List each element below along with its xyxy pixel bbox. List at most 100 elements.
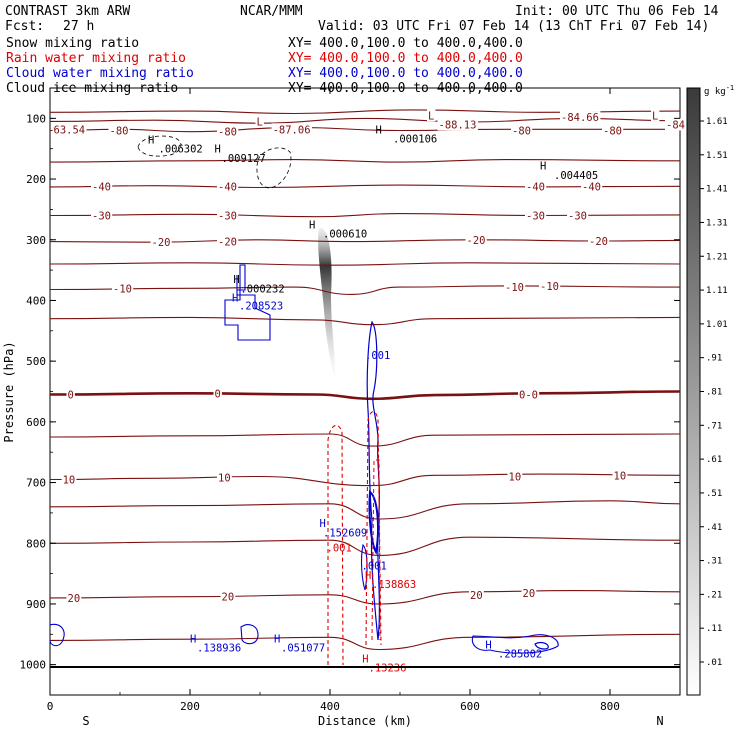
y-tick-label: 900 bbox=[26, 598, 46, 611]
contour-label-bg bbox=[427, 109, 436, 122]
contour-label-bg bbox=[61, 473, 77, 486]
extremum-label: .009127 bbox=[222, 153, 266, 165]
colorbar-tick-label: .51 bbox=[706, 489, 722, 499]
temperature-contour bbox=[50, 262, 680, 266]
field-xy: XY= 400.0,100.0 to 400.0,400.0 bbox=[288, 51, 523, 66]
y-tick-label: 500 bbox=[26, 355, 46, 368]
hydrometeor-contours bbox=[50, 135, 559, 666]
contour-label: 20 bbox=[470, 590, 483, 602]
contour-label-bg bbox=[217, 471, 232, 484]
contour-label-bg bbox=[91, 209, 113, 222]
cloud-water-core bbox=[368, 490, 379, 555]
header-init: Init: 00 UTC Thu 06 Feb 14 bbox=[515, 4, 719, 19]
extremum-label: H bbox=[309, 220, 315, 232]
contour-label-bg bbox=[437, 118, 478, 131]
extremum-label: .004405 bbox=[554, 170, 598, 182]
temperature-contour bbox=[50, 433, 680, 447]
contour-label: -80 bbox=[110, 125, 129, 137]
field-xy: XY= 400.0,100.0 to 400.0,400.0 bbox=[288, 66, 523, 81]
contour-label: 10 bbox=[509, 471, 522, 483]
contour-label-bg bbox=[255, 115, 264, 128]
contour-label: -10 bbox=[540, 281, 559, 293]
temperature-contour bbox=[50, 473, 680, 487]
extremum-label: .000232 bbox=[240, 283, 284, 295]
colorbar-tick-label: .91 bbox=[706, 354, 722, 364]
extremum-label: H bbox=[376, 124, 382, 136]
extremum-label: .001 bbox=[327, 542, 352, 554]
x-axis-right-end: N bbox=[656, 714, 663, 728]
extremum-label: H bbox=[365, 570, 371, 582]
extremum-label: .138863 bbox=[372, 579, 416, 591]
extremum-label: .13236 bbox=[369, 663, 407, 675]
contour-label-bg bbox=[52, 123, 87, 136]
extremum-label: .285802 bbox=[498, 649, 542, 661]
contour-label: -40 bbox=[582, 181, 601, 193]
contour-label: -80 bbox=[512, 125, 531, 137]
extremum-label: H bbox=[232, 292, 238, 304]
contour-label-bg bbox=[217, 209, 239, 222]
header-fcst-value: 27 h bbox=[63, 19, 94, 34]
extremum-label: H bbox=[485, 640, 491, 652]
extremum-label: .000610 bbox=[323, 229, 367, 241]
contour-label-bg bbox=[469, 588, 484, 601]
contour-label: 10 bbox=[218, 473, 231, 485]
colorbar-tick-label: .31 bbox=[706, 557, 722, 567]
contour-label: -80 bbox=[603, 125, 622, 137]
extremum-label: H bbox=[190, 634, 196, 646]
y-tick-label: 700 bbox=[26, 477, 46, 490]
contour-label: -30 bbox=[218, 210, 237, 222]
contour-label: 10 bbox=[63, 475, 76, 487]
cloud-water-contour bbox=[240, 624, 259, 645]
colorbar-bar bbox=[686, 87, 701, 696]
contour-label: 20 bbox=[523, 588, 536, 600]
cloud-water-contour bbox=[50, 623, 65, 647]
colorbar-tick-label: .21 bbox=[706, 590, 722, 600]
cloud-ice-contour bbox=[137, 135, 182, 157]
contour-label: -80 bbox=[218, 127, 237, 139]
contour-label-bg bbox=[521, 587, 537, 600]
contour-label-bg bbox=[581, 180, 603, 193]
y-axis-label: Pressure (hPa) bbox=[2, 341, 16, 442]
temperature-contour bbox=[50, 633, 680, 651]
extremum-label: .208523 bbox=[239, 300, 283, 312]
contour-label-bg bbox=[465, 233, 487, 246]
colorbar-tick-label: 1.61 bbox=[706, 117, 728, 127]
contour-label-bg bbox=[507, 470, 523, 483]
contour-label: L bbox=[257, 116, 263, 128]
contour-label: -20 bbox=[218, 237, 237, 249]
x-axis-label: Distance (km) bbox=[318, 714, 412, 728]
cloud-ice-contour bbox=[256, 147, 292, 189]
colorbar-tick-label: .61 bbox=[706, 455, 722, 465]
colorbar-tick-label: 1.21 bbox=[706, 252, 728, 262]
contour-label-bg bbox=[66, 388, 75, 401]
contour-label: 10 bbox=[614, 470, 627, 482]
contour-label: -40 bbox=[92, 181, 111, 193]
temperature-contour bbox=[50, 536, 680, 556]
contour-label-bg bbox=[651, 109, 660, 122]
contour-label: -30 bbox=[526, 210, 545, 222]
contour-label-bg bbox=[525, 209, 547, 222]
y-tick-label: 1000 bbox=[20, 659, 47, 672]
contour-label: -30 bbox=[568, 210, 587, 222]
y-tick-label: 100 bbox=[26, 112, 46, 125]
x-axis: 0 200 400 600 800 bbox=[47, 88, 681, 713]
contour-label: 0-0 bbox=[519, 390, 538, 402]
contour-label-bg bbox=[112, 282, 134, 295]
extremum-label: .001 bbox=[362, 561, 387, 573]
cloud-water-core bbox=[534, 642, 549, 650]
contour-label: -88.13 bbox=[439, 119, 477, 131]
colorbar-unit: g kg-1 bbox=[704, 84, 734, 97]
contour-label: -10 bbox=[113, 283, 132, 295]
contour-label: L bbox=[428, 110, 434, 122]
y-tick-label: 800 bbox=[26, 537, 46, 550]
contour-label: 63.54 bbox=[54, 124, 86, 136]
colorbar-tick-label: 1.11 bbox=[706, 286, 728, 296]
extremum-label: H bbox=[274, 634, 280, 646]
y-tick-label: 300 bbox=[26, 234, 46, 247]
extremum-label: H bbox=[215, 144, 221, 156]
header-fcst-label: Fcst: bbox=[5, 19, 44, 34]
